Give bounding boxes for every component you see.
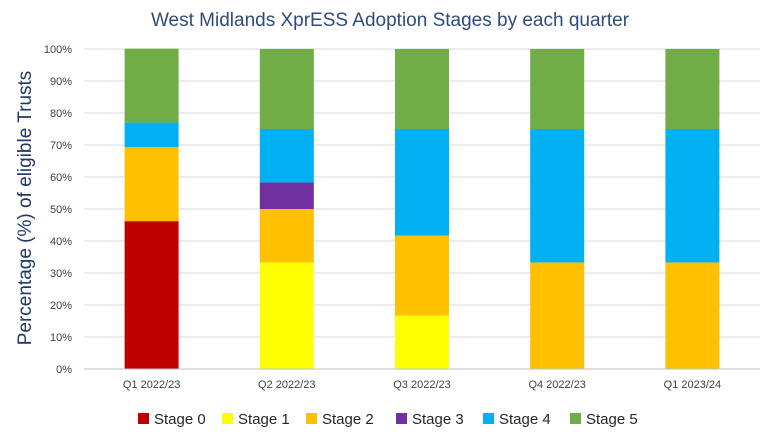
- y-axis-label: Percentage (%) of eligible Trusts: [15, 71, 36, 346]
- legend-label: Stage 1: [238, 411, 290, 428]
- legend: Stage 0 Stage 1 Stage 2 Stage 3 Stage 4 Stage…: [138, 411, 638, 428]
- y-tick-label: 30%: [50, 268, 72, 280]
- bar-segment: [665, 262, 720, 369]
- legend-label: Stage 4: [499, 411, 551, 428]
- y-tick-label: 10%: [50, 332, 72, 344]
- bar-segment: [665, 49, 720, 129]
- bar-segment: [124, 122, 179, 148]
- legend-swatch: [138, 413, 149, 424]
- x-tick-label: Q3 2022/23: [393, 379, 451, 391]
- bar-segment: [530, 49, 585, 129]
- y-tick-label: 100%: [44, 44, 72, 56]
- y-tick-label: 20%: [50, 300, 72, 312]
- x-tick-label: Q1 2022/23: [123, 379, 181, 391]
- legend-label: Stage 3: [412, 411, 464, 428]
- bar-segment: [395, 129, 449, 236]
- legend-swatch: [483, 413, 494, 424]
- bar-segment: [530, 262, 585, 369]
- bar-segment: [665, 129, 720, 263]
- x-axis-ticks: Q1 2022/23 Q2 2022/23 Q3 2022/23 Q4 2022/23…: [123, 379, 721, 391]
- y-tick-label: 80%: [50, 108, 72, 120]
- bars: [124, 48, 720, 369]
- x-tick-label: Q2 2022/23: [258, 379, 316, 391]
- y-tick-label: 50%: [50, 204, 72, 216]
- bar-segment: [395, 235, 449, 316]
- y-tick-label: 0%: [56, 364, 72, 376]
- bar-segment: [259, 129, 314, 183]
- legend-label: Stage 2: [322, 411, 374, 428]
- legend-swatch: [306, 413, 317, 424]
- bar-segment: [395, 315, 449, 369]
- bar-segment: [259, 49, 314, 129]
- bar-segment: [259, 262, 314, 369]
- bar-segment: [259, 209, 314, 263]
- y-tick-label: 40%: [50, 236, 72, 248]
- bar-segment: [124, 147, 179, 222]
- legend-swatch: [570, 413, 581, 424]
- bar-segment: [530, 129, 585, 263]
- bar-segment: [395, 49, 449, 129]
- legend-swatch: [396, 413, 407, 424]
- legend-swatch: [222, 413, 233, 424]
- bar-segment: [124, 221, 179, 369]
- chart-title: West Midlands XprESS Adoption Stages by …: [151, 10, 630, 31]
- y-tick-label: 60%: [50, 172, 72, 184]
- bar-segment: [124, 48, 179, 123]
- y-tick-label: 90%: [50, 76, 72, 88]
- x-tick-label: Q4 2022/23: [528, 379, 586, 391]
- x-tick-label: Q1 2023/24: [664, 379, 722, 391]
- bar-segment: [259, 182, 314, 209]
- legend-label: Stage 5: [586, 411, 638, 428]
- y-tick-label: 70%: [50, 140, 72, 152]
- legend-label: Stage 0: [154, 411, 206, 428]
- y-axis-ticks: 0% 10% 20% 30% 40% 50% 60% 70% 80% 90% 100%: [44, 44, 72, 376]
